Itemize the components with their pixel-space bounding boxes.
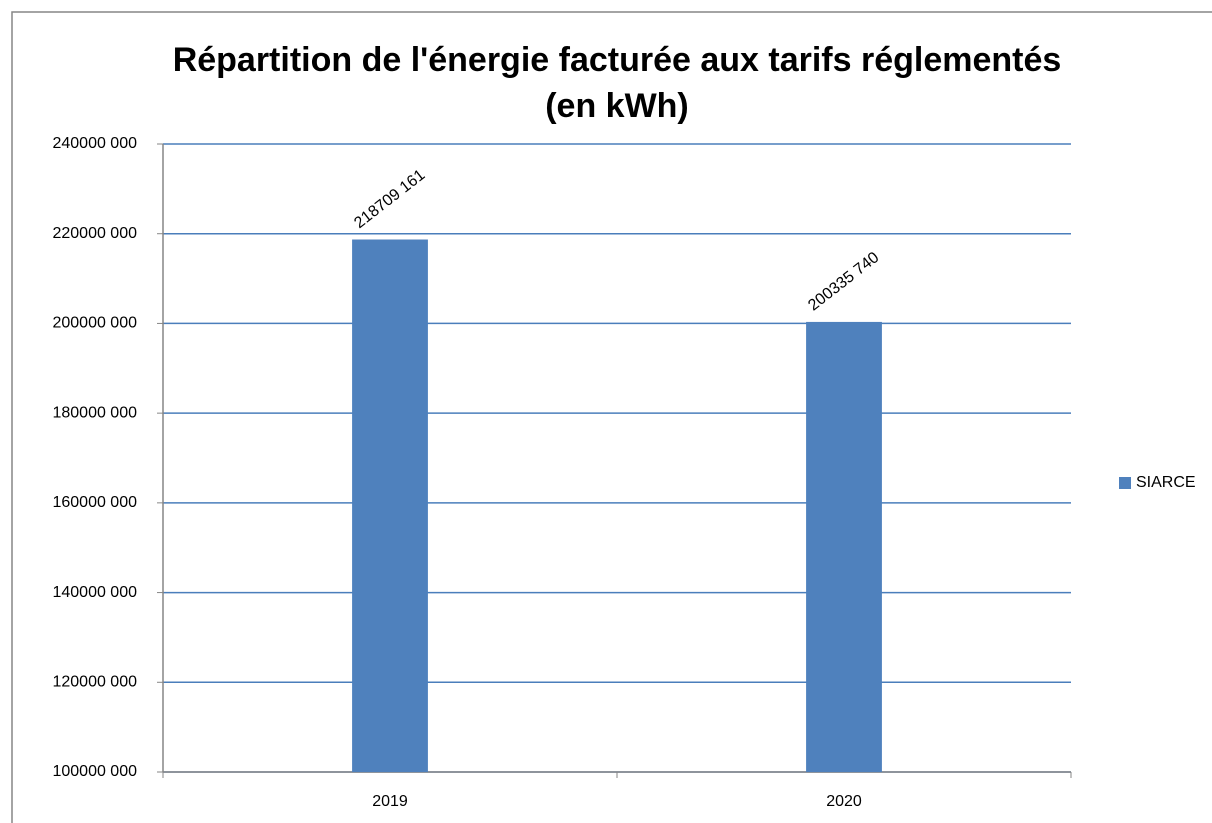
y-tick-label: 140000 000 [52,584,137,601]
y-tick-label: 220000 000 [52,225,137,242]
bar [806,321,882,772]
chart-border [11,11,1212,823]
legend-label: SIARCE [1136,474,1196,491]
y-tick-label: 200000 000 [52,315,137,332]
x-tick-label: 2020 [826,793,862,810]
y-tick-label: 180000 000 [52,404,137,421]
y-tick-label: 160000 000 [52,494,137,511]
chart-title: (en kWh) [545,87,689,125]
legend-swatch [1119,477,1131,489]
x-tick-label: 2019 [372,793,408,810]
y-tick-label: 120000 000 [52,674,137,691]
chart-title: Répartition de l'énergie facturée aux ta… [173,41,1062,79]
y-tick-label: 100000 000 [52,763,137,780]
bar [352,239,428,772]
y-tick-label: 240000 000 [52,135,137,152]
